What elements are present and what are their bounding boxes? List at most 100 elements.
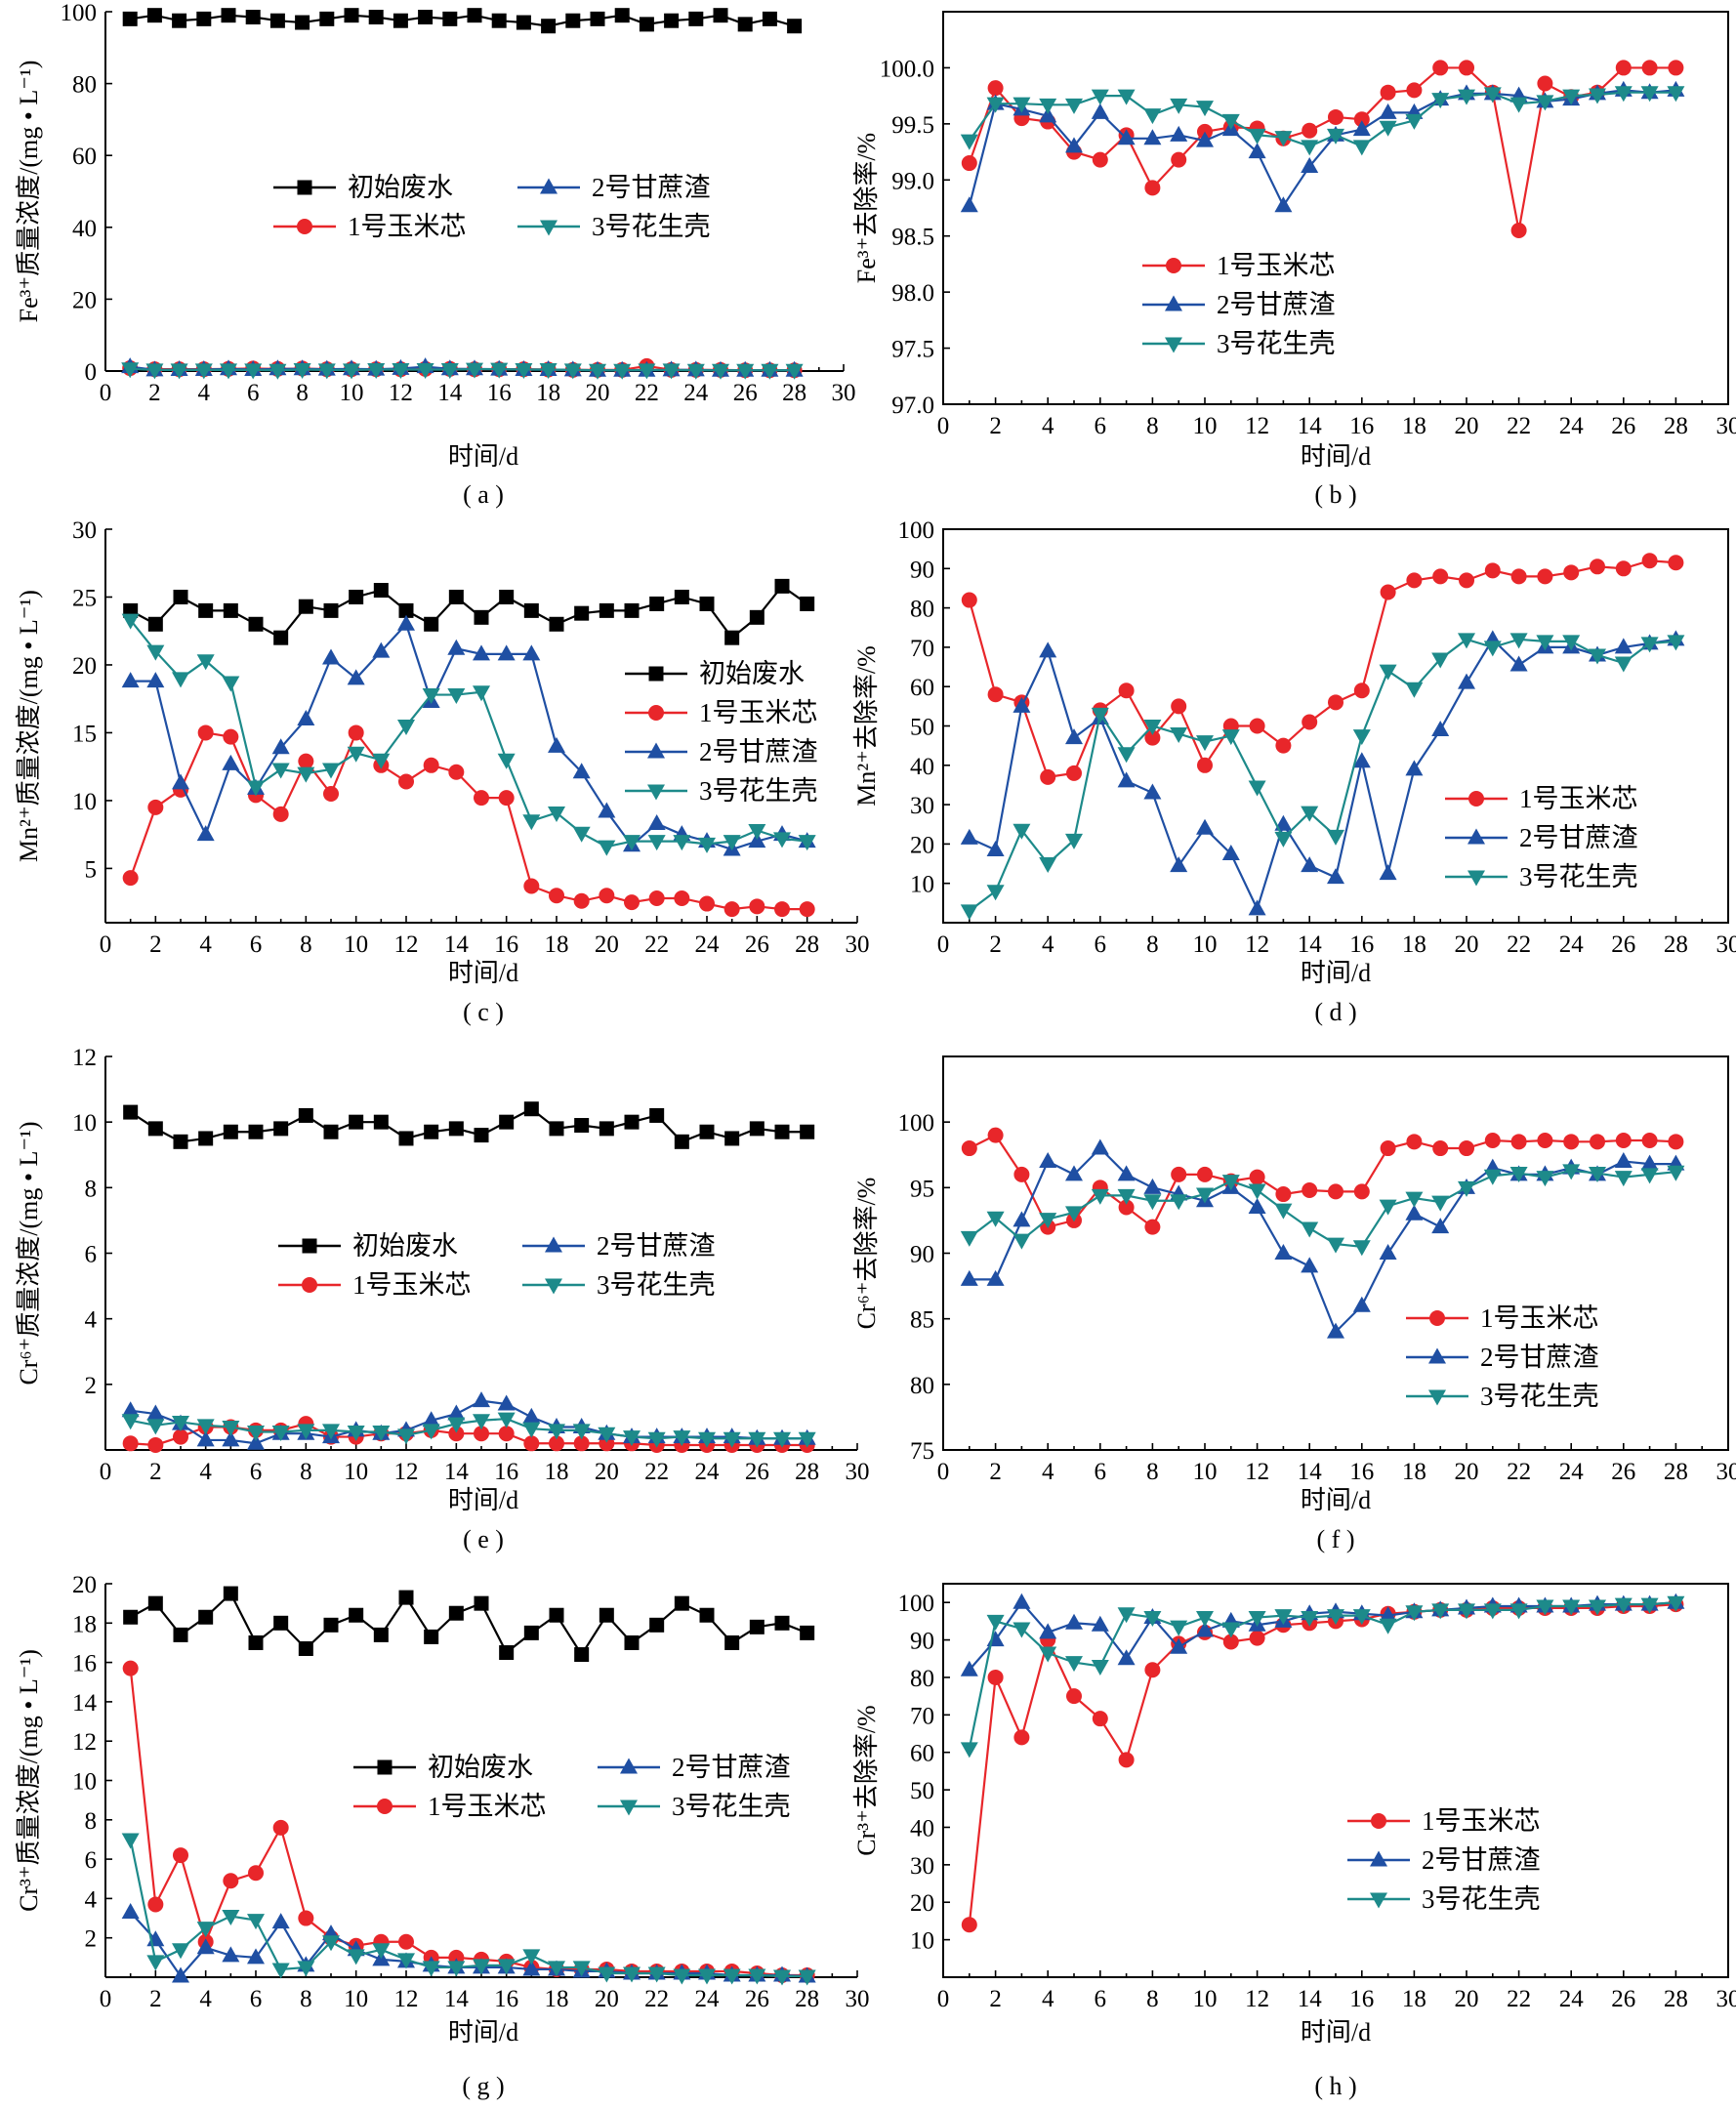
- series-1: [123, 1101, 815, 1149]
- x-tick-label: 16: [494, 931, 518, 958]
- series-3: [121, 1391, 816, 1450]
- data-point: [247, 1426, 265, 1442]
- data-point: [491, 13, 507, 28]
- data-point: [1536, 1599, 1554, 1616]
- data-point: [1171, 151, 1187, 168]
- data-point: [1144, 1219, 1161, 1235]
- data-point: [1328, 108, 1343, 125]
- data-point: [497, 1394, 516, 1411]
- data-point: [1405, 1191, 1424, 1208]
- data-point: [372, 641, 391, 658]
- data-point: [223, 1586, 238, 1601]
- data-point: [699, 596, 715, 611]
- data-point: [574, 1118, 590, 1134]
- data-point: [247, 1948, 265, 1965]
- x-tick-label: 14: [444, 1459, 470, 1485]
- data-point: [773, 1431, 791, 1448]
- data-point: [986, 1211, 1005, 1227]
- x-axis-label: 时间/d: [448, 442, 518, 471]
- data-point: [343, 363, 360, 380]
- data-point: [673, 1430, 691, 1447]
- y-tick-label: 75: [910, 1438, 934, 1465]
- data-point: [1013, 1593, 1031, 1609]
- series-1: [961, 553, 1684, 785]
- legend-marker: [648, 666, 664, 682]
- data-point: [1352, 140, 1371, 156]
- x-tick-label: 12: [1245, 413, 1269, 439]
- subplot-d: 0 2 4 6 8 10 12 14 16 18 20 22 24 26 28 301020304050607…: [852, 517, 1736, 1026]
- series-line: [129, 1839, 807, 1978]
- data-point: [723, 835, 741, 851]
- x-tick-label: 4: [1042, 1459, 1054, 1485]
- data-point: [273, 630, 289, 645]
- data-point: [349, 589, 364, 604]
- data-point: [748, 824, 766, 841]
- data-point: [147, 1896, 164, 1913]
- x-tick-label: 26: [745, 931, 769, 958]
- data-point: [323, 1617, 339, 1633]
- y-tick-label: 20: [72, 653, 97, 680]
- data-point: [798, 1431, 816, 1448]
- legend-item: 3号花生壳: [625, 776, 818, 806]
- legend: 初始废水 1号玉米芯 2号甘蔗渣 3号花生壳: [625, 659, 818, 806]
- data-point: [688, 11, 704, 26]
- data-point: [146, 672, 165, 688]
- x-tick-label: 6: [250, 1459, 263, 1485]
- data-point: [223, 1124, 238, 1139]
- x-tick-label: 12: [389, 380, 413, 406]
- data-point: [774, 901, 790, 918]
- data-point: [223, 728, 239, 745]
- data-point: [573, 1435, 590, 1452]
- data-point: [273, 1615, 289, 1631]
- x-tick-label: 14: [444, 931, 470, 958]
- data-point: [1117, 129, 1136, 145]
- x-tick-label: 2: [149, 1986, 162, 2012]
- panel-caption: ( f ): [1317, 1525, 1355, 1553]
- data-point: [1171, 698, 1187, 715]
- data-point: [1614, 638, 1633, 654]
- data-point: [298, 753, 314, 769]
- y-tick-label: 8: [85, 1176, 98, 1202]
- legend-marker: [647, 742, 665, 759]
- x-tick-label: 20: [1455, 931, 1479, 958]
- y-tick-label: 99.5: [891, 112, 934, 139]
- x-tick-label: 8: [1146, 413, 1159, 439]
- x-tick-label: 22: [1507, 413, 1531, 439]
- x-tick-label: 28: [1664, 1986, 1688, 2012]
- x-tick-label: 14: [437, 380, 463, 406]
- y-tick-label: 90: [910, 557, 934, 583]
- x-axis-label: 时间/d: [1301, 442, 1371, 471]
- data-point: [1222, 1634, 1239, 1650]
- data-point: [1274, 831, 1293, 848]
- x-tick-label: 26: [1611, 1459, 1635, 1485]
- data-point: [474, 1426, 489, 1442]
- data-point: [223, 1873, 239, 1889]
- data-point: [1275, 1186, 1292, 1203]
- legend-item: 2号甘蔗渣: [598, 1753, 791, 1782]
- data-point: [986, 1631, 1005, 1647]
- legend-item: 1号玉米芯: [273, 212, 467, 241]
- x-tick-label: 12: [1245, 931, 1269, 958]
- data-point: [1117, 1188, 1136, 1205]
- x-tick-label: 16: [1349, 931, 1374, 958]
- data-point: [373, 583, 389, 599]
- data-point: [323, 1124, 339, 1139]
- data-point: [1353, 111, 1370, 128]
- data-point: [1590, 559, 1605, 575]
- data-point: [1091, 1659, 1109, 1676]
- data-point: [624, 1634, 640, 1650]
- data-point: [1667, 1595, 1685, 1612]
- series-1: [122, 8, 803, 34]
- x-tick-label: 6: [250, 931, 263, 958]
- data-point: [639, 17, 654, 32]
- data-point: [1536, 1171, 1554, 1187]
- data-point: [987, 1669, 1004, 1685]
- data-point: [1274, 1203, 1293, 1220]
- data-point: [293, 363, 311, 380]
- data-point: [1379, 120, 1397, 137]
- data-point: [322, 1424, 340, 1440]
- x-tick-label: 8: [300, 1459, 312, 1485]
- data-point: [699, 1607, 715, 1623]
- legend-label: 3号花生壳: [1519, 862, 1638, 891]
- y-tick-label: 70: [910, 636, 934, 662]
